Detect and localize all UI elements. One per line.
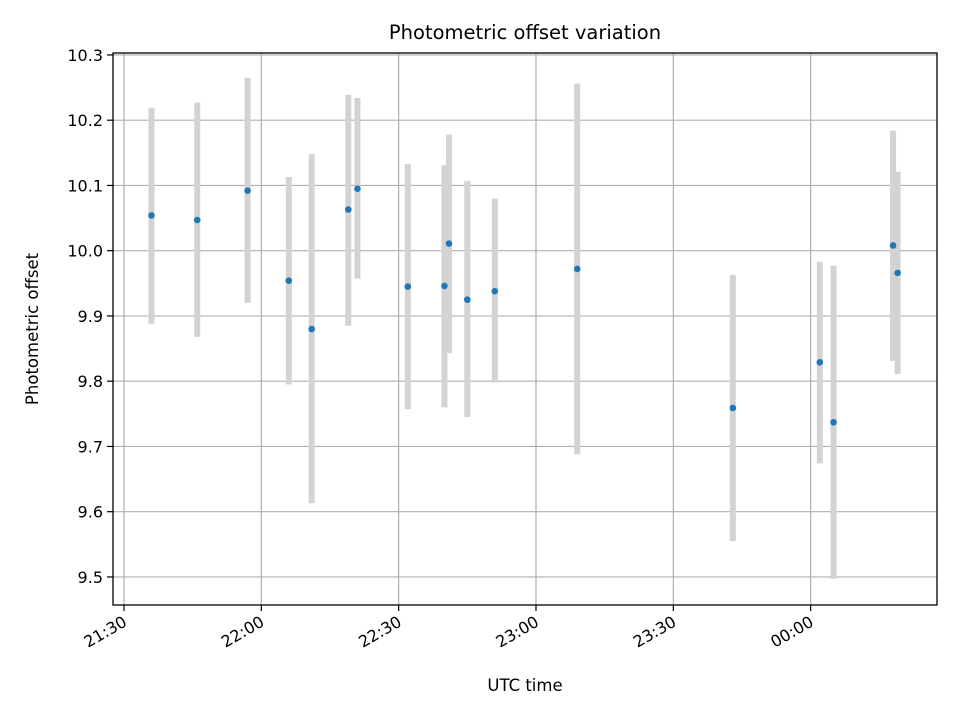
data-point [344,206,352,213]
data-point [441,282,448,290]
y-tick-label: 10.0 [67,242,103,261]
data-point [830,419,837,426]
y-tick-label: 9.5 [78,568,103,587]
data-point [354,185,361,193]
data-point [445,240,453,247]
data-point [729,404,737,412]
y-tick-label: 10.3 [67,46,103,65]
y-tick-label: 9.6 [78,503,103,522]
y-tick-label: 9.9 [78,307,103,326]
y-tick-label: 10.2 [67,111,103,130]
data-point [573,265,581,273]
data-point [285,277,293,285]
data-point [816,358,824,366]
data-point [894,269,901,277]
data-point [404,283,412,290]
data-point [464,296,471,303]
plot-frame [112,52,938,606]
data-point [491,287,499,295]
data-point [148,212,155,219]
y-tick-label: 10.1 [67,176,103,195]
data-point [889,242,897,249]
y-tick-label: 9.7 [78,437,103,456]
y-tick-label: 9.8 [78,372,103,391]
data-points [148,185,901,426]
data-point [244,187,251,194]
x-axis-label: UTC time [487,676,562,695]
chart-title: Photometric offset variation [389,21,661,44]
data-point [193,216,201,224]
y-axis-label: Photometric offset [23,252,42,405]
data-point [308,325,315,333]
